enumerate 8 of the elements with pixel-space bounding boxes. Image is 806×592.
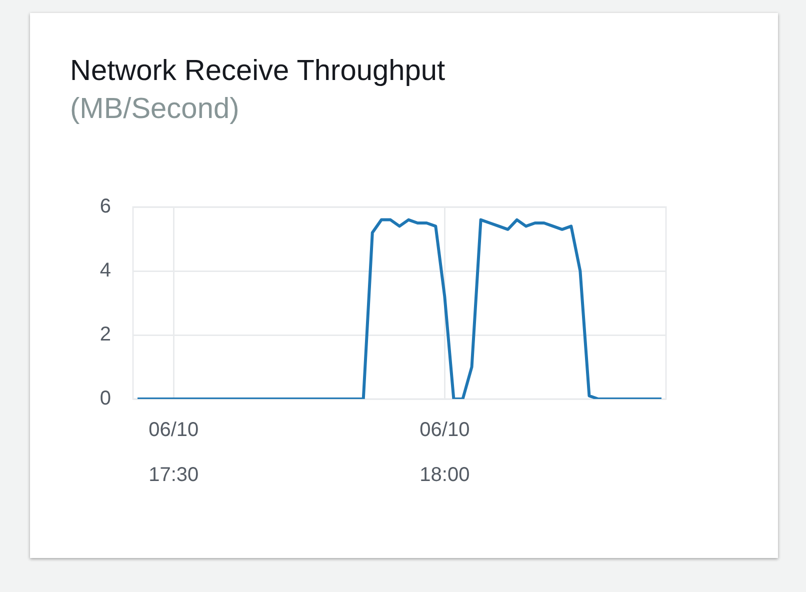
y-tick-label: 4 xyxy=(100,260,111,282)
x-tick-label: 06/10 17:30 xyxy=(148,419,199,486)
y-tick-label: 6 xyxy=(100,196,111,218)
y-tick-label: 2 xyxy=(100,324,111,346)
chart-subtitle: (MB/Second) xyxy=(70,93,240,126)
chart-title: Network Receive Throughput xyxy=(70,55,446,88)
y-tick-label: 0 xyxy=(100,388,111,410)
x-tick-label: 06/10 18:00 xyxy=(420,419,470,486)
